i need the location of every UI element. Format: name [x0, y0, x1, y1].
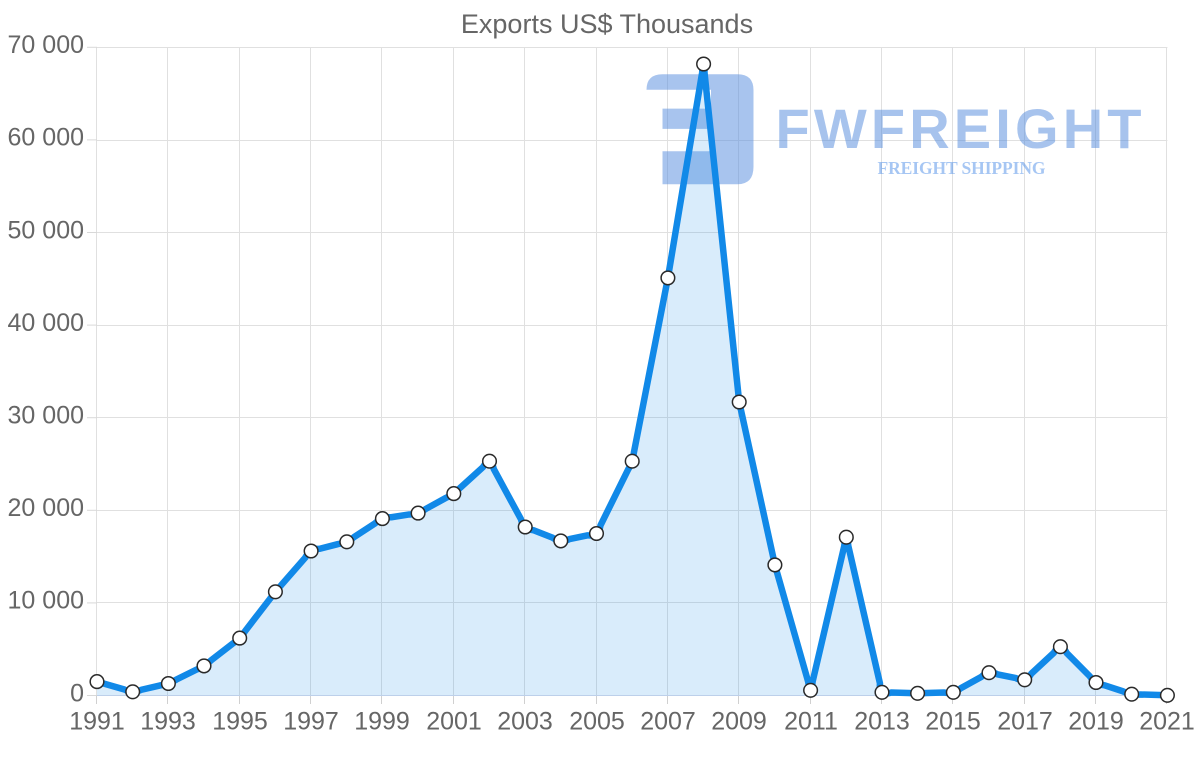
- svg-text:2013: 2013: [854, 708, 910, 736]
- svg-text:1991: 1991: [69, 708, 125, 736]
- svg-text:2001: 2001: [426, 708, 482, 736]
- svg-text:1993: 1993: [140, 708, 196, 736]
- svg-text:2007: 2007: [640, 708, 696, 736]
- svg-text:FWFREIGHT: FWFREIGHT: [776, 97, 1142, 160]
- svg-text:2009: 2009: [711, 708, 767, 736]
- svg-text:2021: 2021: [1139, 708, 1195, 736]
- svg-text:20 000: 20 000: [8, 494, 84, 522]
- svg-text:Exports US$ Thousands: Exports US$ Thousands: [461, 9, 753, 39]
- svg-text:40 000: 40 000: [8, 309, 84, 337]
- svg-text:2003: 2003: [497, 708, 553, 736]
- svg-text:70 000: 70 000: [8, 31, 84, 59]
- svg-text:2017: 2017: [997, 708, 1053, 736]
- svg-text:1995: 1995: [212, 708, 268, 736]
- svg-text:2005: 2005: [569, 708, 625, 736]
- svg-text:2011: 2011: [784, 708, 838, 736]
- svg-text:1999: 1999: [354, 708, 410, 736]
- svg-text:0: 0: [70, 679, 84, 707]
- svg-text:60 000: 60 000: [8, 124, 84, 152]
- svg-text:50 000: 50 000: [8, 216, 84, 244]
- svg-text:10 000: 10 000: [8, 587, 84, 615]
- svg-text:1997: 1997: [283, 708, 339, 736]
- svg-text:FREIGHT SHIPPING: FREIGHT SHIPPING: [878, 158, 1046, 178]
- svg-text:2019: 2019: [1068, 708, 1124, 736]
- svg-text:2015: 2015: [925, 708, 981, 736]
- svg-text:30 000: 30 000: [8, 402, 84, 430]
